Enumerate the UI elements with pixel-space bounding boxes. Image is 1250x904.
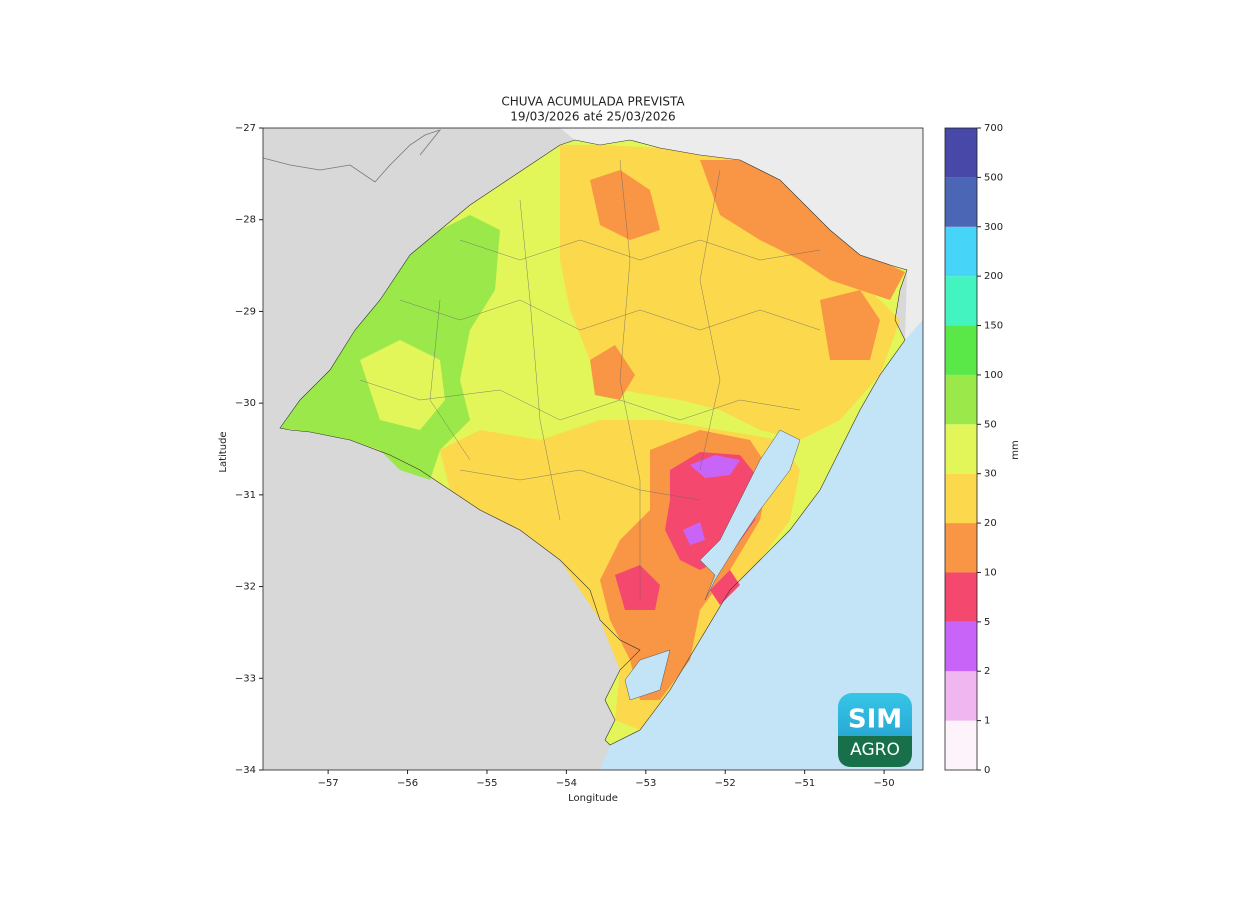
y-tick-label: −27 [235,123,256,134]
colorbar-bin [945,325,977,375]
lagoa-dos-patos [699,429,801,601]
y-tick-label: −30 [235,398,256,409]
colorbar-bin [945,572,977,622]
region [683,522,705,545]
border-line [263,129,442,183]
colorbar-tick-label: 10 [984,567,997,578]
logo: SIM AGRO [838,693,912,767]
y-tick-label: −28 [235,215,256,226]
axes-frame [262,127,924,771]
region [710,570,740,605]
colorbar-tick-label: 2 [984,666,990,677]
colorbar-bin [945,671,977,721]
colorbar-frame [944,127,978,771]
subtitle: 19/03/2026 até 25/03/2026 [510,110,675,124]
colorbar-bin [945,226,977,277]
x-tick-label: −55 [476,778,497,789]
y-tick-label: −32 [235,582,256,593]
region [690,455,740,478]
ocean [600,320,923,770]
x-tick-label: −52 [715,778,736,789]
border-line [699,169,721,471]
region [820,290,880,360]
x-tick-label: −53 [635,778,656,789]
y-tick-label: −33 [235,673,256,684]
border-line [399,299,821,331]
colorbar-bin [945,374,977,425]
region [590,345,635,400]
state-border [279,139,908,746]
x-tick-label: −56 [397,778,418,789]
neighbor-state [560,128,923,340]
colorbar-bin [945,128,977,178]
border-line [619,159,641,600]
logo-band [838,736,912,767]
colorbar-bin [945,276,977,326]
colorbar-bin [945,621,977,672]
region [590,170,660,240]
region [360,340,445,430]
border-line [459,239,821,261]
lagoa-mirim [624,649,671,701]
colorbar-tick-label: 50 [984,419,997,430]
colorbar-tick-label: 300 [984,222,1003,233]
y-tick-label: −29 [235,306,256,317]
colorbar-tick-label: 5 [984,617,990,628]
colorbar-bin [945,177,977,227]
colorbar-tick-label: 1 [984,716,990,727]
colorbar-tick-label: 0 [984,765,990,776]
colorbar-bin [945,424,977,474]
municipal-borders [359,159,821,600]
x-tick-label: −51 [794,778,815,789]
colorbar-bin [945,473,977,524]
y-tick-label: −31 [235,490,256,501]
x-tick-label: −54 [556,778,577,789]
colorbar-tick-label: 150 [984,321,1003,332]
colorbar-tick-label: 100 [984,370,1003,381]
border-line [459,469,701,501]
title: CHUVA ACUMULADA PREVISTA [501,95,685,109]
colorbar-bin [945,523,977,573]
region [700,160,905,300]
x-tick-label: −57 [318,778,339,789]
logo-top: SIM [848,705,902,735]
colorbar-tick-label: 30 [984,469,997,480]
border-line [429,299,471,461]
y-tick-label: −34 [235,765,256,776]
colorbar-tick-label: 700 [984,123,1003,134]
logo-bottom: AGRO [850,740,900,760]
colorbar-label: mm [1010,440,1021,459]
colorbar-tick-label: 200 [984,271,1003,282]
y-axis-label: Latitude [218,431,229,472]
border-line [359,379,801,421]
x-axis-label: Longitude [568,793,618,804]
region [615,565,660,610]
map-area [263,128,923,770]
colorbar-tick-label: 20 [984,518,997,529]
x-tick-label: −50 [874,778,895,789]
border-line [519,199,561,521]
colorbar-bin [945,720,977,770]
colorbar-tick-label: 500 [984,172,1003,183]
